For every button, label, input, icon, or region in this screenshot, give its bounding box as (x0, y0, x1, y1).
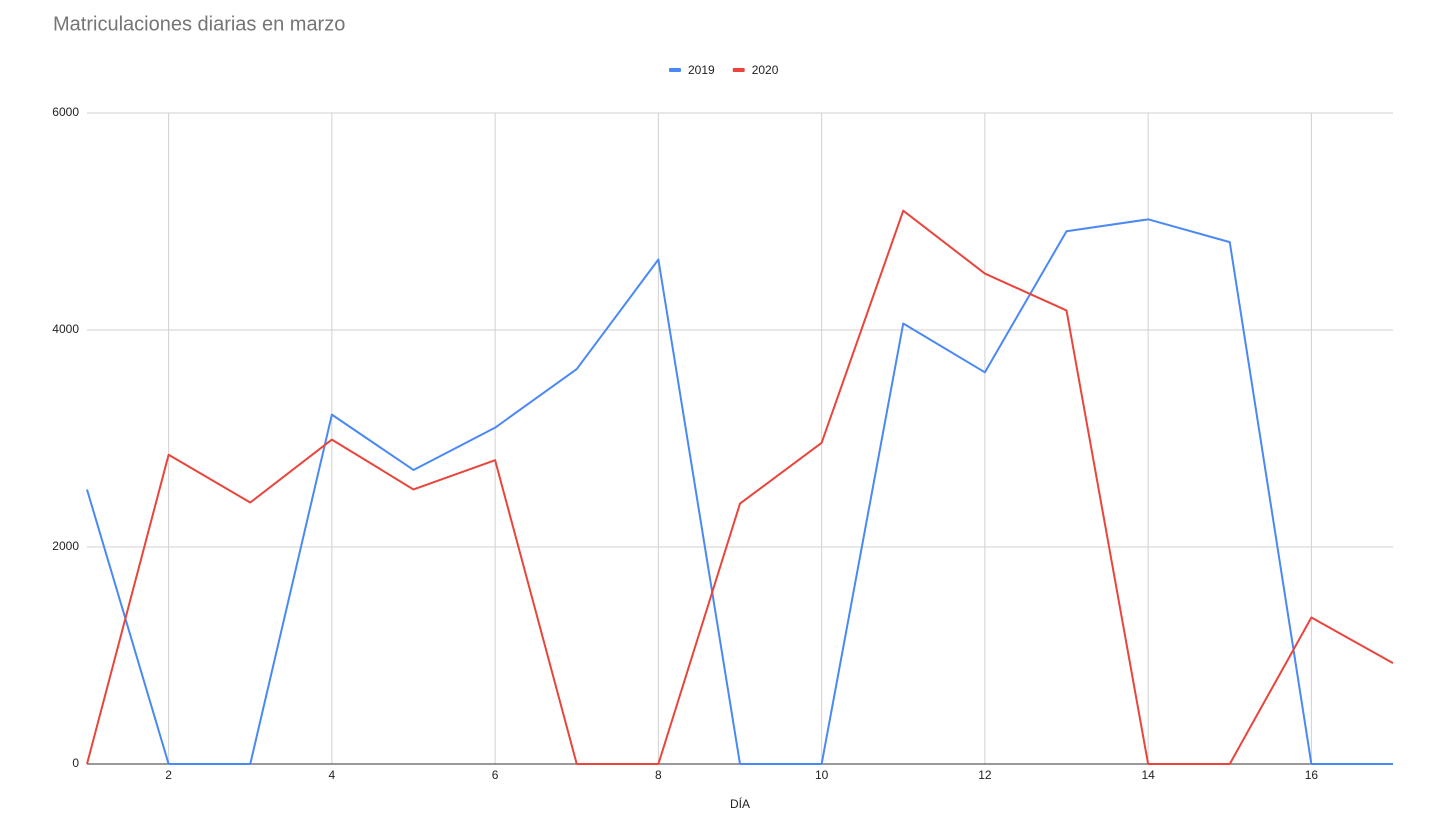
x-tick-label: 8 (655, 768, 662, 782)
x-tick-label: 2 (165, 768, 172, 782)
series-line (86, 218, 1393, 765)
legend-swatch (732, 68, 745, 72)
x-axis-label: DÍA (730, 796, 750, 811)
legend-label: 2020 (752, 63, 779, 77)
x-tick-label: 16 (1305, 768, 1319, 782)
y-tick-label: 0 (72, 756, 79, 770)
y-tick-label: 6000 (52, 105, 79, 119)
x-tick-label: 12 (978, 768, 992, 782)
x-tick-label: 14 (1141, 768, 1155, 782)
y-tick-label: 2000 (52, 539, 79, 553)
x-tick-label: 4 (329, 768, 336, 782)
legend-swatch (669, 68, 681, 72)
series-line (86, 209, 1394, 765)
chart-title: Matriculaciones diarias en marzo (53, 13, 345, 35)
x-tick-label: 6 (492, 768, 499, 782)
x-tick-label: 10 (815, 768, 829, 782)
y-tick-label: 4000 (52, 322, 79, 336)
legend-label: 2019 (688, 63, 715, 77)
